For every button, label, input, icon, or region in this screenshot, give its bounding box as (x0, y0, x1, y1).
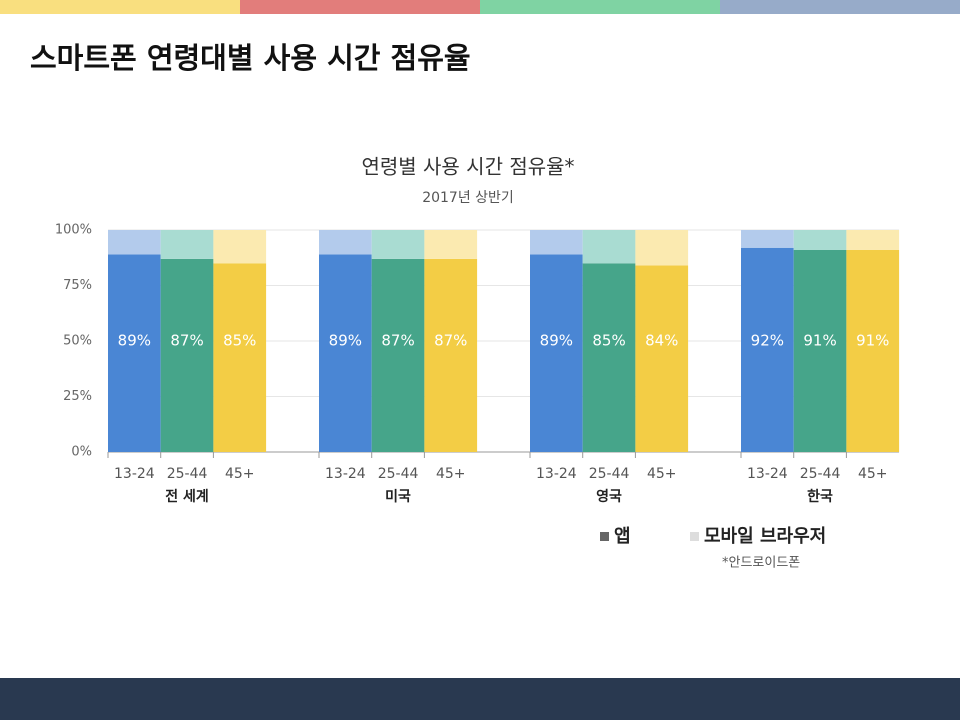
bottom-bar (0, 678, 960, 720)
top-strip (720, 0, 960, 14)
app-bar (741, 247, 794, 452)
group-label: 전 세계 (165, 488, 209, 505)
app-bar (635, 265, 689, 452)
value-label: 92% (751, 332, 784, 350)
browser-bar (741, 230, 794, 248)
value-label: 87% (170, 332, 203, 350)
value-label: 89% (540, 332, 573, 350)
x-tick-label: 13-24 (325, 466, 366, 482)
y-tick-label: 25% (63, 389, 92, 404)
app-bar (213, 263, 267, 452)
app-bar (371, 258, 425, 452)
x-tick-label: 25-44 (800, 466, 841, 482)
x-tick-label: 25-44 (589, 466, 630, 482)
x-tick-label: 45+ (436, 466, 466, 482)
chart-subtitle: 2017년 상반기 (422, 190, 514, 206)
browser-bar (319, 230, 372, 255)
browser-bar (371, 230, 425, 259)
value-label: 85% (223, 332, 256, 350)
app-bar (424, 258, 478, 452)
group-label: 영국 (596, 488, 622, 505)
app-bar (793, 249, 847, 452)
app-bar (530, 254, 583, 452)
x-tick-label: 13-24 (747, 466, 788, 482)
browser-bar (582, 230, 636, 264)
app-bar (108, 254, 161, 452)
y-tick-label: 50% (63, 334, 92, 349)
x-tick-label: 25-44 (378, 466, 419, 482)
x-tick-label: 25-44 (167, 466, 208, 482)
value-label: 89% (118, 332, 151, 350)
y-tick-label: 75% (63, 278, 92, 293)
group-label: 한국 (807, 489, 833, 505)
y-tick-label: 100% (55, 223, 92, 238)
legend-label: 모바일 브라우저 (704, 526, 826, 547)
browser-bar (530, 230, 583, 255)
x-tick-label: 13-24 (536, 466, 577, 482)
app-bar (582, 263, 636, 452)
footnote: *안드로이드폰 (722, 556, 800, 571)
browser-bar (846, 230, 900, 250)
browser-bar (160, 230, 214, 259)
slide-title: 스마트폰 연령대별 사용 시간 점유율 (30, 41, 471, 75)
value-label: 84% (645, 332, 678, 350)
x-tick-label: 13-24 (114, 466, 155, 482)
top-strip (240, 0, 480, 14)
browser-bar (793, 230, 847, 250)
value-label: 87% (381, 332, 414, 350)
value-label: 85% (592, 332, 625, 350)
app-bar (319, 254, 372, 452)
x-tick-label: 45+ (647, 466, 677, 482)
top-strip (0, 0, 240, 14)
browser-bar (108, 230, 161, 255)
chart-title: 연령별 사용 시간 점유율* (361, 155, 574, 179)
browser-bar (213, 230, 267, 264)
app-bar (160, 258, 214, 452)
value-label: 89% (329, 332, 362, 350)
browser-bar (635, 230, 689, 266)
group-label: 미국 (385, 489, 411, 505)
x-tick-label: 45+ (858, 466, 888, 482)
y-tick-label: 0% (71, 445, 92, 460)
top-strip (480, 0, 720, 14)
browser-bar (424, 230, 478, 259)
value-label: 91% (803, 332, 836, 350)
app-bar (846, 249, 900, 452)
value-label: 87% (434, 332, 467, 350)
legend-label: 앱 (614, 526, 631, 547)
value-label: 91% (856, 332, 889, 350)
legend-swatch (600, 532, 609, 541)
x-tick-label: 45+ (225, 466, 255, 482)
legend-swatch (690, 532, 699, 541)
